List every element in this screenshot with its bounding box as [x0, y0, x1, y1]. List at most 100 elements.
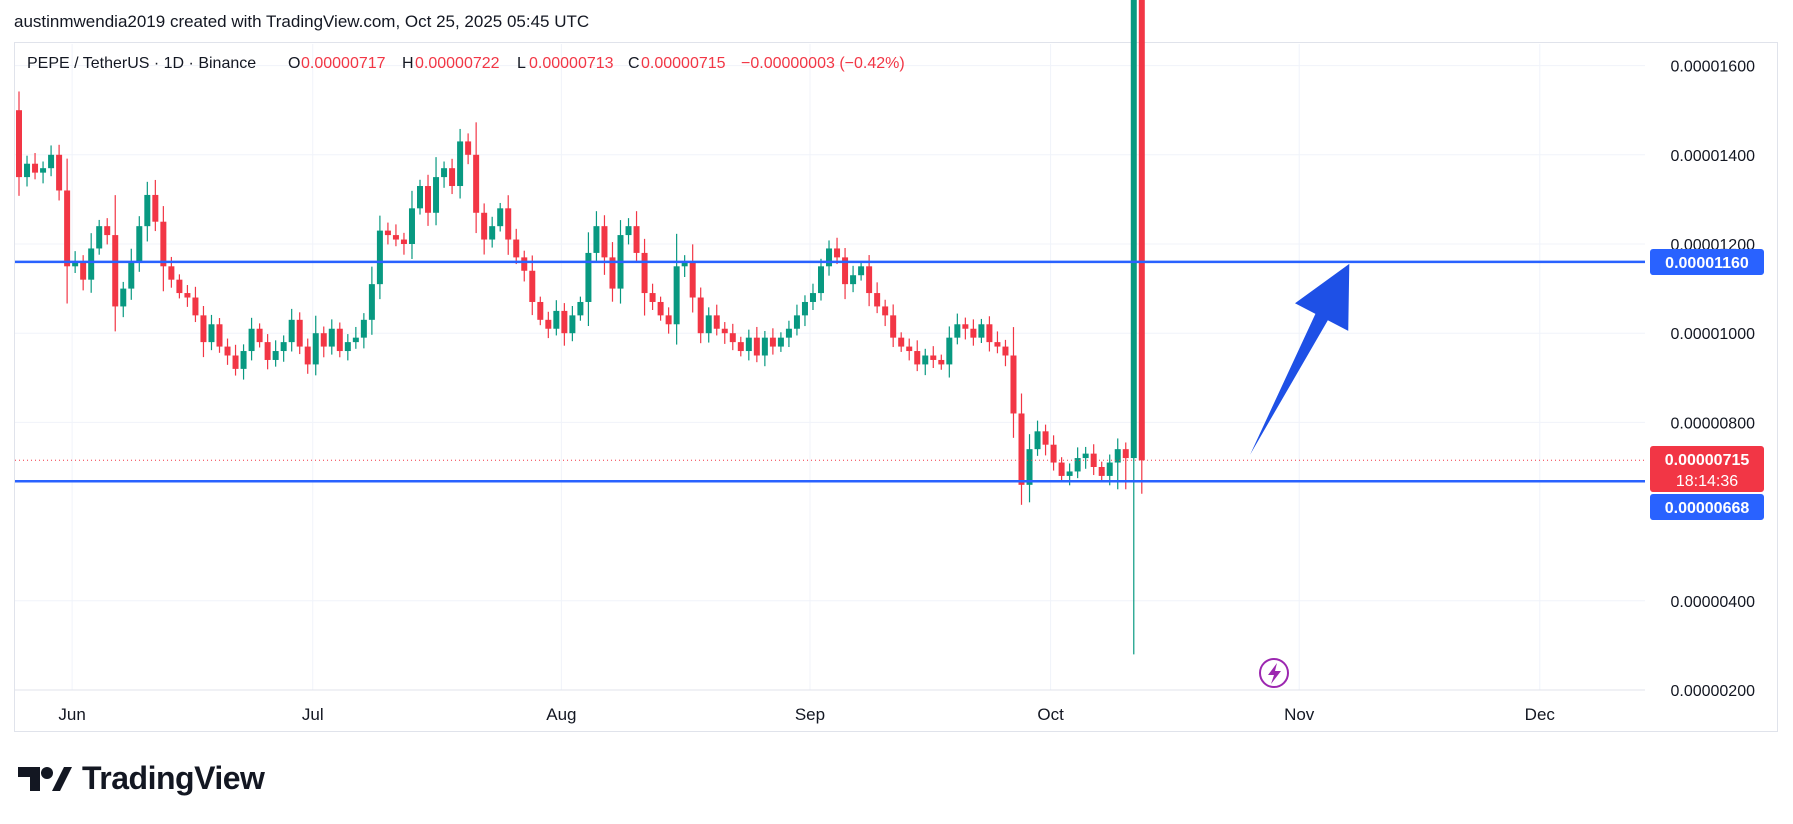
candle-body [224, 346, 231, 356]
candle-body [761, 337, 768, 356]
candle-body [152, 194, 159, 222]
legend-h-label: H [402, 55, 414, 72]
candle-body [144, 194, 151, 227]
x-tick-label: Dec [1525, 705, 1556, 724]
candle-body [1098, 467, 1105, 476]
chart-frame[interactable] [14, 42, 1778, 732]
candle-body [633, 226, 640, 253]
candle-body [986, 324, 993, 343]
candle-body [392, 235, 399, 240]
candle-body [585, 252, 592, 302]
candle-body [176, 279, 183, 294]
candle-body [1042, 431, 1049, 445]
legend-l-label: L [517, 55, 526, 72]
candle-body [1002, 346, 1009, 356]
candle-body [978, 324, 985, 338]
candle-body [946, 337, 953, 365]
candle-body [200, 315, 207, 343]
candle-body [713, 315, 720, 329]
candle-body [288, 319, 295, 343]
candle-body [88, 248, 95, 280]
flash-icon[interactable] [1259, 658, 1289, 688]
x-tick-label: Jul [302, 705, 324, 724]
candle-body [16, 110, 22, 178]
overlays [15, 260, 1645, 483]
candle-body [328, 328, 335, 347]
brand: TradingView [18, 760, 265, 797]
brand-name: TradingView [82, 760, 265, 796]
y-tick-label: 0.00001000 [1670, 326, 1755, 343]
candle-body [569, 315, 576, 334]
candle-body [577, 301, 584, 316]
x-tick-label: Oct [1037, 705, 1064, 724]
candle-body [1138, 0, 1145, 461]
candle-body [304, 346, 311, 365]
candle-body [457, 141, 464, 187]
candle-body [697, 297, 704, 334]
candle-body [425, 186, 432, 213]
candle-body [184, 293, 191, 298]
x-tick-label: Nov [1284, 705, 1315, 724]
projection-arrow [1250, 263, 1350, 455]
candle-body [801, 301, 808, 316]
candle-body [473, 154, 480, 213]
candle-body [665, 315, 672, 325]
candle-body [497, 208, 504, 227]
candle-body [1066, 471, 1073, 476]
candle-body [320, 333, 327, 347]
candle-body [384, 230, 391, 236]
candle-body [120, 288, 127, 307]
candle-body [1058, 462, 1065, 476]
candle-body [240, 351, 247, 369]
candle-body [192, 297, 199, 316]
candle-body [705, 315, 712, 334]
candle-body [818, 266, 824, 294]
candle-body [1074, 458, 1081, 472]
legend-h-value: 0.00000722 [415, 55, 500, 72]
candle-body [216, 324, 223, 347]
candle-body [914, 351, 921, 365]
candle-body [465, 141, 472, 155]
candle-body [280, 342, 287, 352]
candle-body [96, 226, 103, 249]
candle-body [1050, 444, 1057, 463]
chart-header: austinmwendia2019 created with TradingVi… [14, 12, 590, 31]
candle-body [1122, 449, 1129, 459]
legend-l-value: 0.00000713 [529, 55, 614, 72]
resistance-badge-label: 0.00001160 [1665, 255, 1749, 272]
candle-body [994, 342, 1001, 347]
candles [16, 0, 1145, 655]
candle-body [930, 355, 937, 360]
candle-body [433, 177, 440, 213]
candle-body [40, 168, 47, 173]
candle-body [850, 275, 857, 285]
candle-body [376, 230, 383, 285]
candle-body [882, 306, 889, 316]
price-chart[interactable]: 0.000016000.000014000.000012000.00001000… [0, 0, 1793, 740]
candle-body [1130, 0, 1137, 459]
candle-body [248, 328, 255, 352]
candle-body [842, 257, 849, 285]
last-price-badge [1650, 446, 1764, 492]
candle-body [737, 342, 744, 352]
candle-body [537, 301, 544, 320]
candle-body [521, 257, 528, 271]
candle-body [344, 342, 351, 352]
candle-body [296, 319, 303, 347]
y-tick-label: 0.00001600 [1670, 59, 1755, 76]
candle-body [906, 346, 913, 352]
candle-body [400, 239, 407, 244]
candle-body [745, 337, 752, 352]
candle-body [312, 333, 319, 365]
legend-o-label: O [288, 55, 300, 72]
candle-body [561, 310, 568, 334]
candle-body [417, 186, 423, 209]
candle-body [769, 337, 776, 347]
candle-body [360, 319, 367, 338]
candle-body [368, 284, 375, 320]
candle-body [529, 270, 536, 302]
candle-body [834, 248, 841, 258]
candle-body [1106, 462, 1113, 476]
candle-body [160, 221, 167, 267]
tradingview-logo-icon [18, 766, 72, 791]
